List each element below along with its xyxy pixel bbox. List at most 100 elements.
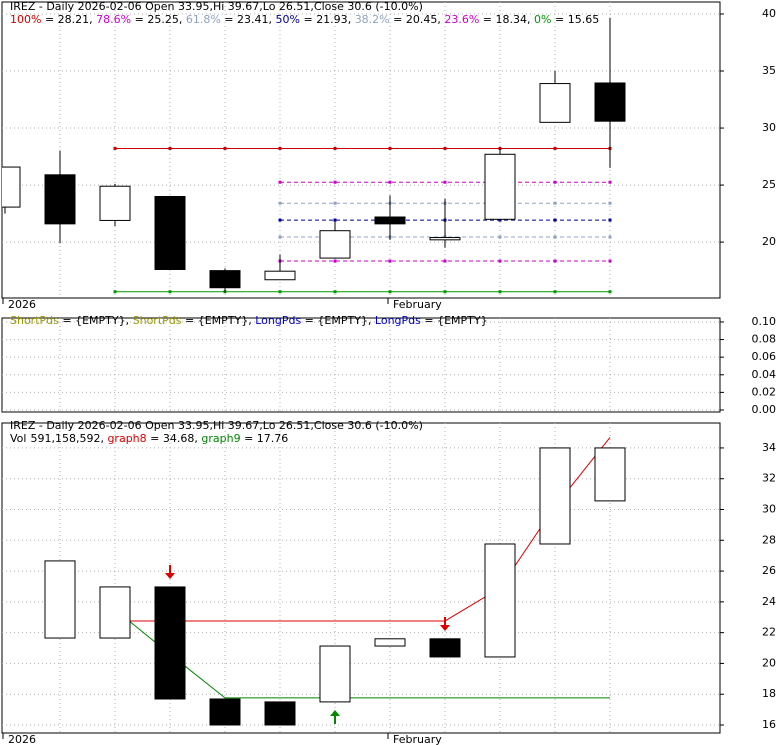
candle-body [429,638,461,658]
indicator-line [115,437,611,622]
fib-dot [278,180,282,184]
y-tick-label: 20 [762,235,776,248]
legend-value: 34.68 [147,432,202,445]
plot [44,437,626,726]
fib-dot [608,201,612,205]
fib-dot [608,180,612,184]
y-tick-label: 0.04 [752,368,777,381]
fib-dot [553,201,557,205]
candle-body [209,270,241,289]
candle-body [319,230,351,259]
y-tick-label: 30 [762,121,776,134]
y-tick-label: 26 [762,564,776,577]
fib-dot [608,290,612,294]
candle-body [539,447,571,545]
x-tick-label: February [393,298,442,311]
y-tick-label: 40 [762,7,776,20]
fib-dot [278,235,282,239]
fib-dot [553,218,557,222]
fib-dot [608,259,612,263]
periods-legend: ShortPds{EMPTY}ShortPds{EMPTY}LongPds{EM… [10,314,488,327]
legend-value: {EMPTY} [301,314,375,327]
y-tick-label: 35 [762,64,776,77]
plot [2,17,626,294]
y-tick-label: 32 [762,472,776,485]
candle-body [539,83,571,123]
fib-dot [333,180,337,184]
legend-name: graph9 [201,432,241,445]
candle-body [154,195,186,270]
fib-dot [333,218,337,222]
y-tick-label: 18 [762,687,776,700]
x-tick-label: February [393,733,442,745]
fib-dot [278,146,282,150]
indicator-line [114,609,610,699]
signal-arrow [440,617,450,631]
candle-body [429,237,461,241]
y-tick-label: 30 [762,503,776,516]
signal-arrow [165,565,175,579]
fib-label: 61.8% [185,13,221,26]
fib-dot [498,259,502,263]
fib-dot [333,259,337,263]
fib-label: 23.6% [444,13,480,26]
fib-dot [388,290,392,294]
fib-dot [443,290,447,294]
fib-dot [498,235,502,239]
fib-dot [333,146,337,150]
fib-dot [443,146,447,150]
fib-value: 20.45 [390,13,445,26]
fib-value: 15.65 [551,13,599,26]
candle-body [374,216,406,225]
candle-body [484,153,516,220]
legend-name: graph8 [107,432,147,445]
y-tick-label: 25 [762,178,776,191]
fib-dot [168,290,172,294]
candle-body [2,166,21,208]
legend-name: ShortPds [132,314,182,327]
y-tick-label: 34 [762,441,776,454]
candle-body [99,586,131,639]
fib-dot [498,146,502,150]
legend-name: ShortPds [10,314,59,327]
legend-value: 17.76 [241,432,289,445]
plot-area [1,317,721,413]
signal-arrow [330,710,340,724]
candle-body [209,698,241,726]
fib-dot [498,290,502,294]
fib-dot [278,290,282,294]
fib-value: 21.93 [300,13,355,26]
fib-dot [553,259,557,263]
fib-dot [553,146,557,150]
legend-name: LongPds [374,314,421,327]
fib-dot [278,201,282,205]
fib-label: 100% [10,13,42,26]
fib-dot [113,290,117,294]
fib-dot [333,290,337,294]
fib-value: 28.21 [41,13,96,26]
candle-body [44,174,76,225]
y-tick-label: 22 [762,626,776,639]
panel1-title: IREZ - Daily 2026-02-06 Open 33.95,Hi 39… [10,0,423,13]
fib-label: 38.2% [354,13,390,26]
fib-value: 23.41 [221,13,276,26]
candle-body [374,638,406,647]
candle-body [594,82,626,122]
fib-dot [498,218,502,222]
fib-dot [608,218,612,222]
fib-dot [113,146,117,150]
candle-body [319,645,351,703]
x-tick-label: 2026 [8,298,36,311]
candle-body [484,543,516,658]
fib-dot [388,259,392,263]
plot-area [1,1,721,299]
fib-dot [553,235,557,239]
y-tick-label: 0.06 [752,350,777,363]
fib-dot [223,146,227,150]
fib-dot [168,146,172,150]
panel3-title: IREZ - Daily 2026-02-06 Open 33.95,Hi 39… [10,419,423,432]
volume-value: 591,158,592 [30,432,107,445]
